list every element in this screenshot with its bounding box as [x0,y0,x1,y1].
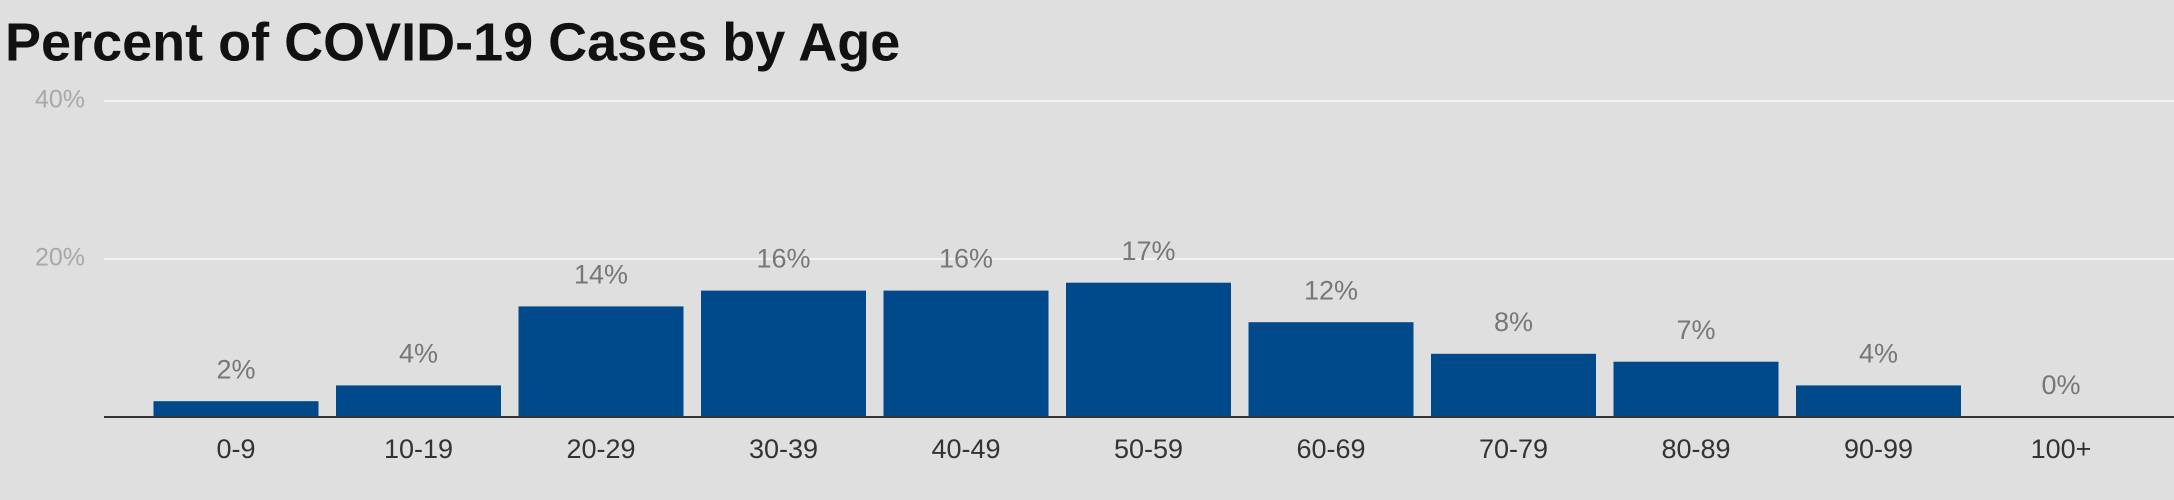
bar [1796,385,1961,417]
bar [1613,361,1779,417]
value-label: 14% [574,260,628,290]
x-tick-label: 90-99 [1844,434,1913,464]
x-tick-label: 70-79 [1479,434,1548,464]
bar [883,290,1049,417]
bar [1066,282,1231,417]
x-tick-label: 50-59 [1114,434,1183,464]
bar [518,306,684,417]
value-label: 2% [216,354,255,384]
bar [1431,353,1596,417]
x-tick-label: 40-49 [931,434,1000,464]
y-tick-label: 20% [35,244,85,272]
value-label: 16% [756,244,810,274]
value-label: 7% [1676,315,1715,345]
x-tick-label: 20-29 [566,434,635,464]
value-label: 16% [939,244,993,274]
x-tick-label: 0-9 [216,434,255,464]
value-label: 8% [1494,307,1533,337]
x-tick-label: 80-89 [1661,434,1730,464]
value-label: 0% [2041,370,2080,400]
value-label: 4% [1859,339,1898,369]
x-tick-label: 30-39 [749,434,818,464]
chart-title: Percent of COVID-19 Cases by Age [5,12,900,72]
value-label: 4% [399,339,438,369]
x-tick-label: 60-69 [1296,434,1365,464]
value-label: 12% [1304,275,1358,305]
value-label: 17% [1121,236,1175,266]
bar [336,385,501,417]
y-tick-label: 40% [35,86,85,114]
bar [1248,322,1414,417]
bar [701,290,866,417]
x-tick-label: 100+ [2031,434,2092,464]
x-tick-label: 10-19 [384,434,453,464]
bar [153,401,319,417]
